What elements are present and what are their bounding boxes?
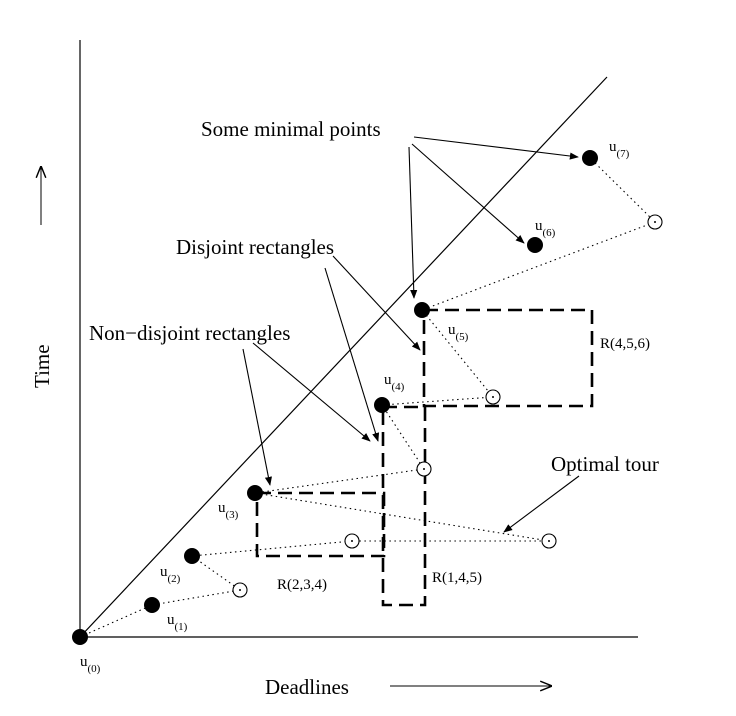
label-r145: R(1,4,5) [432, 570, 482, 586]
annotation-minimal-points: Some minimal points [201, 117, 381, 141]
label-u1: u(1) [167, 612, 188, 633]
point-u0 [72, 629, 88, 645]
annotation-disjoint-rectangles: Disjoint rectangles [176, 235, 334, 259]
point-u7 [582, 150, 598, 166]
open-point-centers [239, 221, 656, 591]
point-u5 [414, 302, 430, 318]
diagonal-line [79, 76, 608, 638]
point-u6 [527, 237, 543, 253]
label-r456: R(4,5,6) [600, 336, 650, 352]
y-axis-label: Time [30, 344, 54, 388]
rectangle-r145 [381, 405, 427, 607]
point-u3 [247, 485, 263, 501]
x-axis-label: Deadlines [265, 675, 349, 699]
dashed-rectangles [255, 308, 594, 607]
rectangle-r456 [422, 308, 594, 408]
label-u2: u(2) [160, 564, 181, 585]
label-u4: u(4) [384, 372, 405, 393]
label-u6: u(6) [535, 218, 556, 239]
label-u0: u(0) [80, 654, 101, 675]
filled-points [72, 150, 598, 645]
rectangle-r234 [255, 491, 386, 558]
label-u7: u(7) [609, 139, 630, 160]
label-u3: u(3) [218, 500, 239, 521]
label-u5: u(5) [448, 322, 469, 343]
point-u2 [184, 548, 200, 564]
point-u4 [374, 397, 390, 413]
annotation-non-disjoint-rectangles: Non−disjoint rectangles [89, 321, 290, 345]
point-u1 [144, 597, 160, 613]
annotation-optimal-tour: Optimal tour [551, 452, 659, 476]
annotation-arrows [242, 136, 580, 533]
label-r234: R(2,3,4) [277, 577, 327, 593]
